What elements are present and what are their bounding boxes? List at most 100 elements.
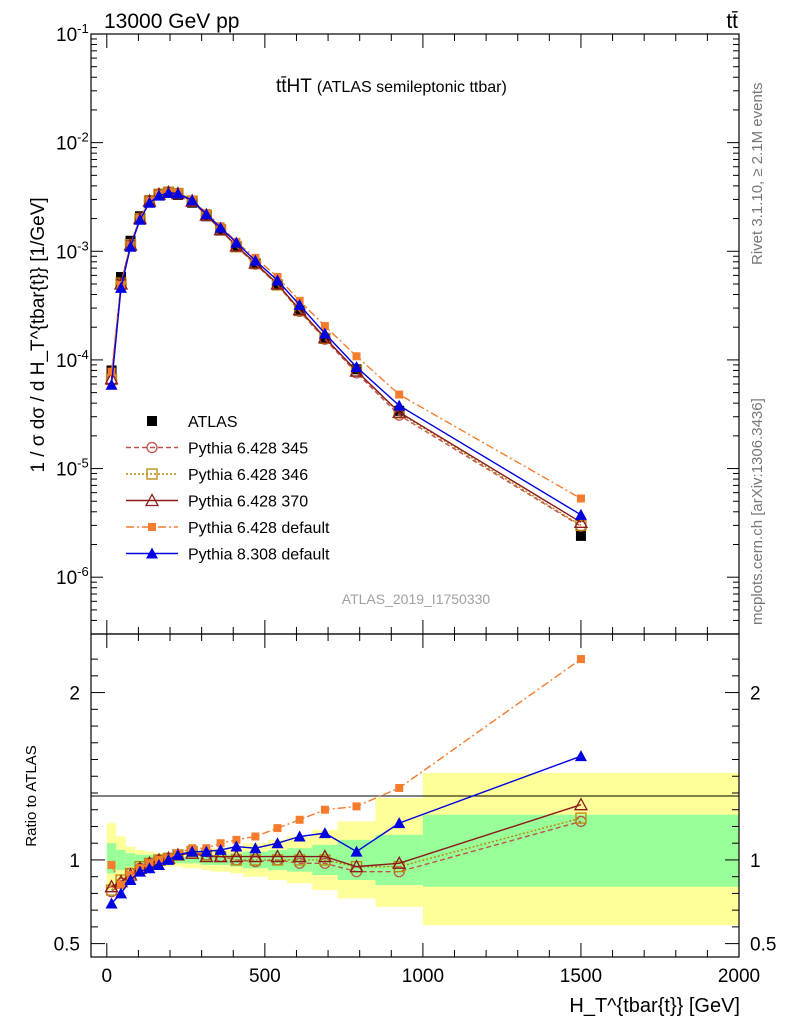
ratio-point-p8def [124,874,137,886]
ratio-point-p370 [392,855,407,869]
ratio-y-tick-label-right: 2 [750,684,761,705]
point-p8def [133,213,146,225]
band-green [375,834,423,886]
point-p6def [576,494,585,503]
ratio-point-p6def [117,881,126,890]
ratio-point-p6def [251,832,260,841]
mcplots-label: mcplots.cern.ch [arXiv:1306.3436] [749,398,766,625]
analysis-tag: ATLAS_2019_I1750330 [342,591,491,607]
series-p8def [105,186,587,520]
process-label: tt̄ [726,10,738,33]
ratio-frame [90,633,740,958]
legend-label: Pythia 6.428 346 [188,467,308,484]
point-p6def [395,390,404,399]
point-p8def [350,361,363,373]
band-green [106,843,117,874]
ratio-point-p6def [395,783,404,792]
point-p8def [393,399,406,411]
ratio-point-p8def [171,848,184,860]
point-ATLAS [125,235,136,246]
legend-marker [146,547,158,559]
point-p8def [574,508,587,520]
point-p8def [249,254,262,266]
ratio-point-p370 [573,797,589,811]
band-green [116,849,126,870]
ratio-point-p6def [352,802,361,811]
ratio-point-p370 [104,879,119,893]
ratio-point-p8def [318,827,331,839]
x-axis-label: H_T^{tbar{t}} [GeV] [569,995,740,1017]
band-green [135,854,145,865]
line-p345 [110,191,582,527]
ratio-point-p8def [214,843,227,855]
legend-label: Pythia 6.428 370 [188,494,308,511]
point-p8def [318,327,331,339]
point-p6def [320,322,329,331]
ratio-point-p370 [292,849,307,863]
ratio-point-p8def [574,750,587,762]
ratio-point-p8def [350,845,363,857]
line-p346 [110,191,582,526]
point-p370 [573,514,589,528]
series-p345 [105,186,587,532]
ratio-point-p8def [230,840,243,852]
ratio-y-tick-label: 0.5 [54,935,80,956]
ratio-point-p8def [249,842,262,854]
ratio-point-p6def [320,805,329,814]
legend-label: Pythia 6.428 345 [188,441,308,458]
main-y-tick-label: 10-3 [56,238,89,263]
legend-item-p346: Pythia 6.428 346 [126,467,308,484]
ratio-point-p8def [293,830,306,842]
point-p8def [214,221,227,233]
ratio-point-p6def [216,839,225,848]
point-p8def [162,186,175,198]
main-series-layer [104,184,589,541]
legend-label: ATLAS [188,414,238,431]
point-p8def [152,189,165,201]
series-ATLAS [106,187,586,541]
series-p346 [105,186,587,532]
main-y-tick-label: 10-1 [56,21,89,46]
main-y-tick-label: 10-2 [56,130,89,155]
legend-marker [148,523,156,531]
main-axis-ticks: 10-6 10-5 10-4 10-3 10-2 10-1 [56,21,740,635]
main-title-process: tt̄HT [276,76,312,97]
x-tick-label: 1000 [402,966,444,987]
x-tick-label: 1500 [560,966,602,987]
ratio-point-p8def [133,865,146,877]
main-y-tick-label: 10-5 [56,456,89,481]
ratio-point-p8def [162,853,175,865]
main-panel: 10-6 10-5 10-4 10-3 10-2 10-1 tt̄HT (ATLAS se… [28,21,740,635]
legend-marker [144,493,160,507]
ratio-point-p8def [393,817,406,829]
line-p8def [110,192,582,516]
point-p8def [200,208,213,220]
ratio-point-p370 [349,859,364,873]
ratio-point-p370 [248,849,263,863]
main-y-tick-label: 10-4 [56,347,89,372]
x-tick-label: 0 [102,966,113,987]
band-green [182,856,202,864]
energy-label: 13000 GeV pp [104,10,239,33]
legend-item-p370: Pythia 6.428 370 [126,493,308,511]
x-tick-label: 2000 [718,966,760,987]
legend-item-p6def: Pythia 6.428 default [126,520,330,537]
ratio-panel: 0 500 1000 1500 2000 0.5 0.5 1 1 2 2 Ratio to ATLA… [23,633,776,1017]
point-ATLAS [575,530,586,541]
point-p8def [124,240,137,252]
main-title: tt̄HT (ATLAS semileptonic ttbar) [276,76,507,97]
ratio-point-p370 [270,849,285,863]
legend: ATLAS Pythia 6.428 345 Pythia 6.428 346 Pyt… [126,414,330,564]
legend-marker [147,416,157,426]
legend-label: Pythia 8.308 default [188,547,330,564]
band-green [286,848,313,872]
rivet-label: Rivet 3.1.10, ≥ 2.1M events [749,83,766,266]
point-p8def [293,299,306,311]
main-title-sub: (ATLAS semileptonic ttbar) [317,79,507,96]
point-p6def [107,367,116,376]
point-p370 [392,404,407,418]
legend-label: Pythia 6.428 default [188,520,330,537]
ratio-y-tick-label: 2 [69,684,80,705]
ratio-point-p8def [115,887,128,899]
